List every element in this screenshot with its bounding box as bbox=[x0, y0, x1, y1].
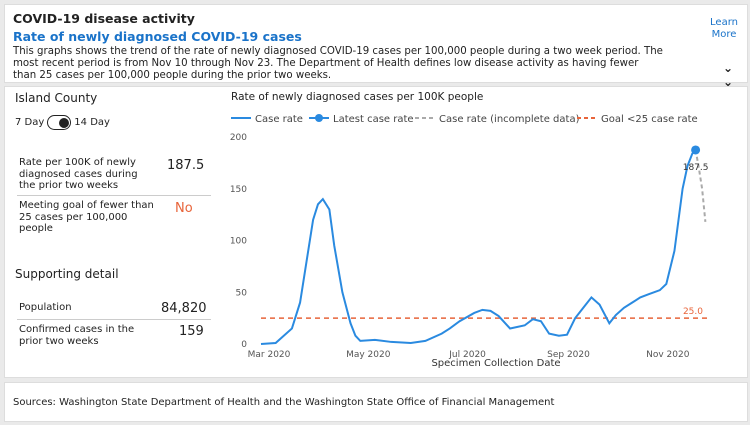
toggle-7day-label: 7 Day bbox=[15, 117, 45, 128]
rate-value: 187.5 bbox=[167, 158, 205, 173]
case-rate-line bbox=[260, 149, 697, 345]
description: This graphs shows the trend of the rate … bbox=[13, 46, 663, 82]
y-tick-label: 50 bbox=[236, 288, 248, 298]
page-title: COVID-19 disease activity bbox=[13, 11, 195, 26]
case-rate-chart: Case rate Latest case rate Case rate (inco… bbox=[230, 114, 709, 369]
population-label: Population bbox=[19, 302, 72, 313]
period-toggle[interactable]: 7 Day 14 Day bbox=[15, 115, 110, 130]
legend-case-rate: Case rate bbox=[255, 114, 303, 125]
population-value: 84,820 bbox=[161, 301, 207, 316]
confirmed-value: 159 bbox=[179, 324, 204, 339]
legend-goal: Goal <25 case rate bbox=[601, 114, 698, 125]
chevron-down-icon[interactable]: ⌄ ⌄ bbox=[722, 61, 733, 89]
goal-label: 25.0 bbox=[683, 307, 703, 317]
supporting-detail-heading: Supporting detail bbox=[15, 267, 119, 281]
page-subtitle: Rate of newly diagnosed COVID-19 cases bbox=[13, 29, 302, 44]
y-tick-label: 200 bbox=[230, 133, 247, 143]
x-tick-label: Sep 2020 bbox=[547, 350, 590, 360]
learn-more-link[interactable]: Learn More bbox=[710, 17, 738, 40]
switch-knob bbox=[58, 117, 69, 128]
legend-latest-dot bbox=[315, 114, 323, 122]
latest-point bbox=[691, 145, 701, 155]
toggle-14day-label: 14 Day bbox=[74, 117, 110, 128]
x-tick-label: Nov 2020 bbox=[646, 350, 690, 360]
sources-text: Sources: Washington State Department of … bbox=[13, 397, 555, 408]
header-card: COVID-19 disease activity Rate of newly … bbox=[4, 4, 748, 89]
x-tick-label: May 2020 bbox=[346, 350, 391, 360]
legend-latest: Latest case rate bbox=[333, 114, 414, 125]
legend-incomplete: Case rate (incomplete data) bbox=[439, 114, 580, 125]
rate-label: Rate per 100K of newly diagnosed cases d… bbox=[19, 157, 138, 191]
y-tick-label: 100 bbox=[230, 237, 247, 247]
period-switch[interactable] bbox=[47, 115, 72, 130]
county-name: Island County bbox=[15, 91, 98, 105]
x-tick-label: Mar 2020 bbox=[248, 350, 291, 360]
x-axis-title: Specimen Collection Date bbox=[431, 358, 560, 369]
goal-value: No bbox=[175, 201, 193, 216]
x-tick-label: Jul 2020 bbox=[448, 350, 486, 360]
footer: Sources: Washington State Department of … bbox=[4, 382, 748, 422]
goal-label: Meeting goal of fewer than 25 cases per … bbox=[19, 200, 154, 234]
confirmed-label: Confirmed cases in the prior two weeks bbox=[19, 324, 135, 347]
divider bbox=[17, 195, 211, 196]
latest-label: 187.5 bbox=[683, 163, 709, 173]
chart-title: Rate of newly diagnosed cases per 100K p… bbox=[231, 91, 484, 103]
y-tick-label: 0 bbox=[241, 340, 247, 350]
main-panel: Island County 7 Day 14 Day Rate per 100K… bbox=[4, 86, 748, 378]
divider bbox=[17, 319, 211, 320]
y-tick-label: 150 bbox=[230, 185, 247, 195]
incomplete-line bbox=[694, 149, 707, 222]
